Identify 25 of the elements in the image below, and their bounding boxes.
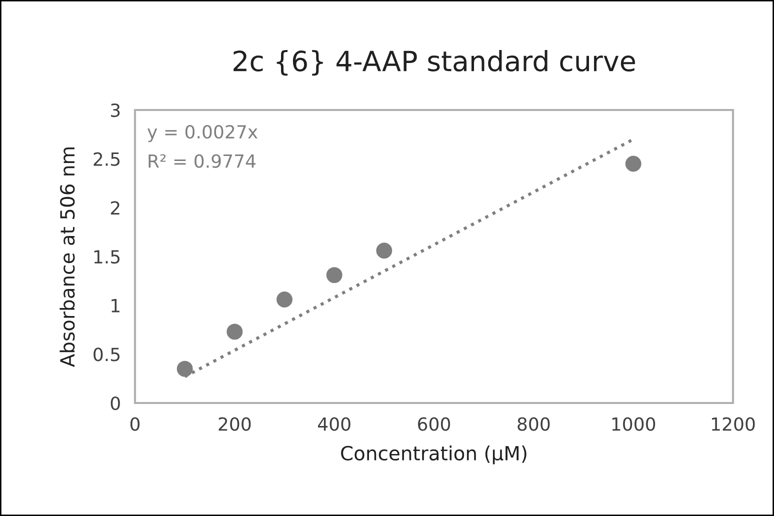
y-tick-label: 3 [111, 103, 120, 118]
y-tick-label: 0 [110, 396, 120, 410]
annotation: R² = 0.9774 [148, 154, 256, 168]
x-axis-title: Concentration (µM) [341, 445, 526, 464]
x-tick-label: 1000 [612, 417, 656, 431]
annotation: y = 0.0027x [148, 124, 258, 142]
point [176, 360, 193, 377]
y-tick-label: 0.5 [94, 348, 120, 362]
y-tick-label: 1.5 [94, 250, 120, 264]
point [326, 267, 342, 284]
x-tick-label: 1200 [712, 417, 755, 431]
x-tick-label: 200 [218, 417, 251, 431]
point [376, 242, 392, 259]
y-tick-label: 2 [110, 201, 120, 215]
x-tick-label: 400 [318, 417, 350, 431]
point [226, 324, 243, 340]
x-tick-label: 600 [418, 417, 450, 431]
x-tick-label: 800 [518, 417, 550, 431]
point [276, 291, 292, 308]
x-tick-label: 0 [130, 417, 140, 431]
point [625, 156, 642, 172]
chart-title: 2c {6} 4-AAP standard curve [234, 50, 635, 76]
y-tick-label: 1 [112, 299, 120, 312]
y-axis-title: Absorbance at 506 nm [60, 147, 75, 368]
y-tick-label: 2.5 [94, 152, 120, 166]
